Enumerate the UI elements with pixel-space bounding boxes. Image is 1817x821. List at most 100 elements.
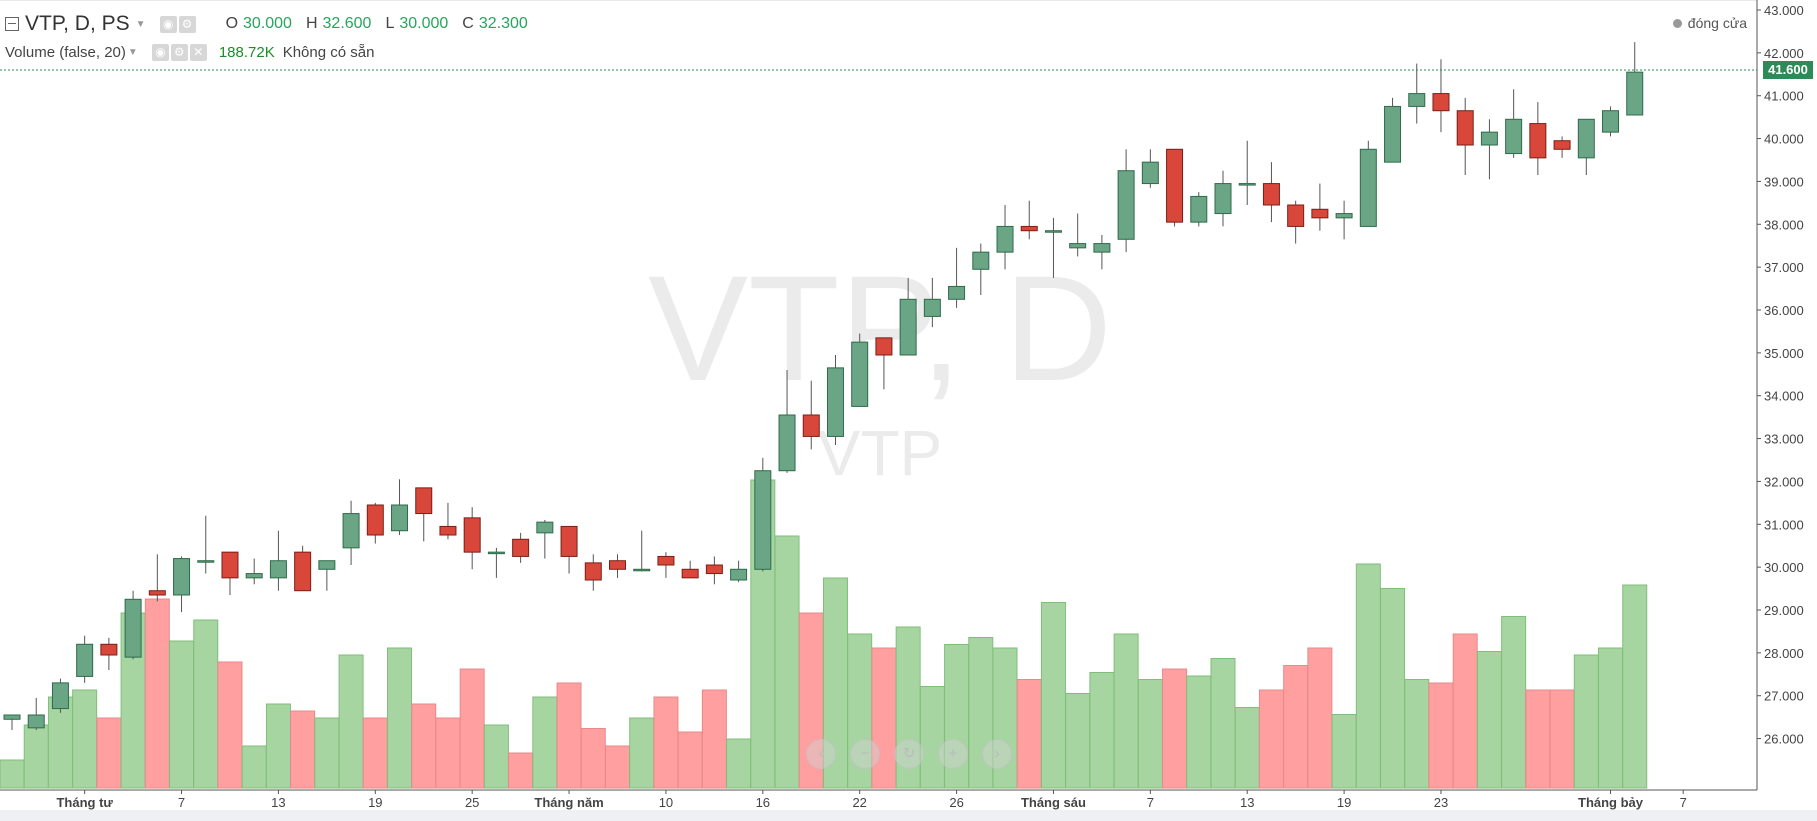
- candle: [681, 560, 699, 579]
- volume-bar: [508, 752, 534, 789]
- y-tick-label: 26.000: [1764, 732, 1804, 747]
- candle-body: [1335, 213, 1353, 219]
- volume-bar: [1476, 651, 1502, 789]
- scroll-left-icon[interactable]: ‹: [806, 739, 836, 769]
- candle-body: [536, 521, 554, 534]
- candle-body: [1505, 118, 1523, 155]
- gear-icon[interactable]: ⚙: [170, 43, 188, 61]
- candle-body: [124, 598, 142, 658]
- volume-bar: [96, 717, 122, 789]
- x-tick-label: 7: [178, 795, 185, 810]
- candle-body: [705, 564, 723, 575]
- volume-bar: [1331, 714, 1357, 789]
- candle: [342, 500, 360, 565]
- collapse-legend-icon[interactable]: [5, 17, 19, 31]
- candle-body: [294, 551, 312, 592]
- volume-bar: [556, 682, 582, 789]
- x-tick-label: Tháng năm: [534, 795, 603, 810]
- candle-body: [826, 367, 844, 437]
- volume-bar: [72, 689, 98, 789]
- candle-body: [948, 285, 966, 300]
- volume-bar: [169, 640, 195, 789]
- last-price-tag: 41.600: [1763, 61, 1813, 79]
- candle: [899, 277, 917, 356]
- status-text: đóng cửa: [1687, 15, 1747, 31]
- volume-bar: [726, 738, 752, 789]
- candle: [560, 525, 578, 574]
- candle: [1553, 136, 1571, 158]
- candle-body: [996, 225, 1014, 253]
- candle: [1335, 200, 1353, 240]
- candle-body: [1190, 195, 1208, 223]
- candle: [415, 487, 433, 542]
- volume-bar: [580, 728, 606, 789]
- symbol-title[interactable]: VTP, D, PS: [25, 12, 130, 35]
- volume-bar: [1598, 647, 1624, 789]
- candle-body: [197, 560, 215, 563]
- gear-icon[interactable]: ⚙: [178, 15, 196, 33]
- scroll-right-icon[interactable]: ›: [982, 739, 1012, 769]
- volume-bar: [1040, 602, 1066, 789]
- candle: [27, 697, 45, 730]
- close-icon[interactable]: ✕: [189, 43, 207, 61]
- y-tick-label: 28.000: [1764, 646, 1804, 661]
- candle: [1287, 200, 1305, 244]
- candle: [948, 247, 966, 308]
- eye-icon[interactable]: ◉: [159, 15, 177, 33]
- candle-body: [100, 643, 118, 656]
- chart-navigation: ‹ − ↻ + ›: [806, 739, 1012, 769]
- candle: [972, 243, 990, 295]
- candle-body: [51, 682, 69, 710]
- candle: [633, 530, 651, 572]
- chevron-down-icon[interactable]: ▼: [135, 18, 146, 30]
- x-tick-label: 19: [1337, 795, 1351, 810]
- candle: [1069, 213, 1087, 257]
- volume-bar: [483, 724, 509, 789]
- candle-body: [1384, 105, 1402, 163]
- candle: [173, 556, 191, 613]
- volume-bar: [1186, 675, 1212, 789]
- volume-bar: [1234, 707, 1260, 789]
- volume-bar: [314, 717, 340, 789]
- x-tick-label: 10: [659, 795, 673, 810]
- candle-body: [972, 251, 990, 270]
- candle-body: [439, 525, 457, 536]
- candle: [875, 337, 893, 390]
- candle: [1262, 162, 1280, 223]
- candle: [730, 560, 748, 583]
- candle-body: [1480, 131, 1498, 146]
- candle: [1505, 89, 1523, 158]
- volume-bar: [387, 647, 413, 789]
- candle: [1190, 192, 1208, 227]
- reset-icon[interactable]: ↻: [894, 739, 924, 769]
- volume-title[interactable]: Volume (false, 20): [5, 43, 126, 61]
- y-tick-label: 27.000: [1764, 689, 1804, 704]
- candle-body: [1069, 243, 1087, 249]
- x-tick-label: 13: [1240, 795, 1254, 810]
- candle: [657, 552, 675, 578]
- candle-body: [3, 714, 21, 720]
- candle-body: [1602, 110, 1620, 133]
- zoom-out-icon[interactable]: −: [850, 739, 880, 769]
- candle-body: [1287, 204, 1305, 227]
- volume-bar: [1113, 633, 1139, 789]
- x-tick-label: Tháng tư: [56, 795, 113, 810]
- candle: [1044, 217, 1062, 278]
- candle: [1166, 148, 1184, 227]
- candle-body: [1311, 208, 1329, 219]
- candle-body: [245, 573, 263, 579]
- volume-bar: [1428, 682, 1454, 789]
- candle-body: [730, 568, 748, 581]
- candle: [1529, 102, 1547, 175]
- zoom-in-icon[interactable]: +: [938, 739, 968, 769]
- volume-bar: [1573, 654, 1599, 789]
- candle-body: [415, 487, 433, 515]
- candle-body: [851, 341, 869, 407]
- x-tick-label: 16: [756, 795, 770, 810]
- chevron-down-icon[interactable]: ▼: [127, 46, 138, 58]
- candle-body: [512, 538, 530, 557]
- candle-body: [560, 525, 578, 557]
- candle: [1384, 97, 1402, 163]
- eye-icon[interactable]: ◉: [151, 43, 169, 61]
